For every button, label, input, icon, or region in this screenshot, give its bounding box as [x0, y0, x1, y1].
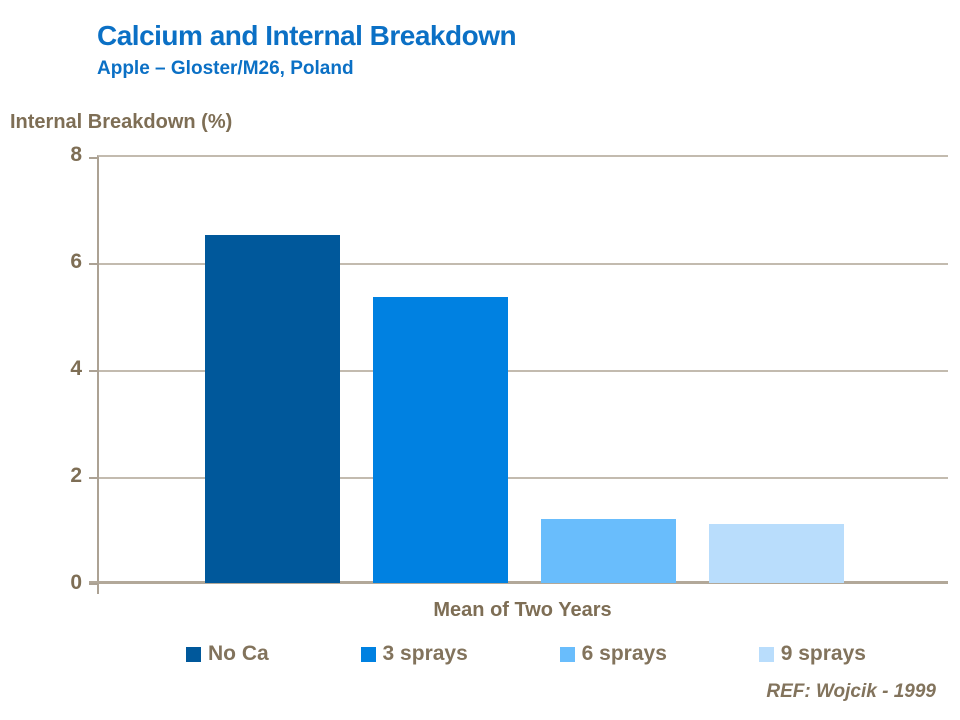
x-axis-category-label: Mean of Two Years	[433, 599, 612, 621]
reference-text: REF: Wojcik - 1999	[766, 681, 936, 702]
legend-item-6-sprays: 6 sprays	[559, 642, 667, 666]
x-axis-tick	[97, 584, 99, 594]
legend-item-label: 3 sprays	[382, 642, 468, 665]
y-axis-title: Internal Breakdown (%)	[10, 111, 233, 133]
plot-area	[89, 155, 948, 594]
legend-swatch-icon	[559, 646, 575, 662]
gridline-4	[99, 370, 948, 372]
y-axis-tick-8	[89, 157, 98, 159]
bar-3-sprays	[373, 297, 508, 583]
legend-item-label: No Ca	[208, 642, 269, 665]
legend-swatch-icon	[758, 646, 774, 662]
x-axis-line	[89, 581, 948, 584]
y-tick-label-4: 4	[70, 357, 82, 380]
y-axis-tick-4	[89, 370, 98, 372]
legend-item-label: 9 sprays	[780, 642, 866, 665]
page-subtitle: Apple – Gloster/M26, Poland	[97, 58, 354, 79]
y-axis-tick-2	[89, 477, 98, 479]
y-axis-tick-6	[89, 263, 98, 265]
legend-item-no-ca: No Ca	[186, 642, 269, 666]
y-tick-label-6: 6	[70, 250, 82, 273]
bar-9-sprays	[709, 524, 844, 583]
bar-no-ca	[205, 235, 340, 583]
legend-swatch-icon	[360, 646, 376, 662]
legend-item-label: 6 sprays	[581, 642, 667, 665]
legend-swatch-icon	[186, 646, 201, 662]
gridline-2	[99, 477, 948, 479]
y-axis-tick-0	[89, 583, 98, 585]
legend-item-9-sprays: 9 sprays	[758, 642, 866, 666]
y-tick-label-0: 0	[70, 571, 82, 594]
chart-legend: No Ca 3 sprays 6 sprays 9 sprays	[186, 641, 866, 667]
page-title: Calcium and Internal Breakdown	[97, 20, 517, 51]
y-tick-label-8: 8	[70, 143, 82, 166]
y-axis-labels: 0 2 4 6 8	[20, 144, 82, 593]
gridline-6	[99, 263, 948, 265]
bar-6-sprays	[541, 519, 676, 583]
y-tick-label-2: 2	[70, 464, 82, 487]
legend-item-3-sprays: 3 sprays	[360, 642, 468, 666]
